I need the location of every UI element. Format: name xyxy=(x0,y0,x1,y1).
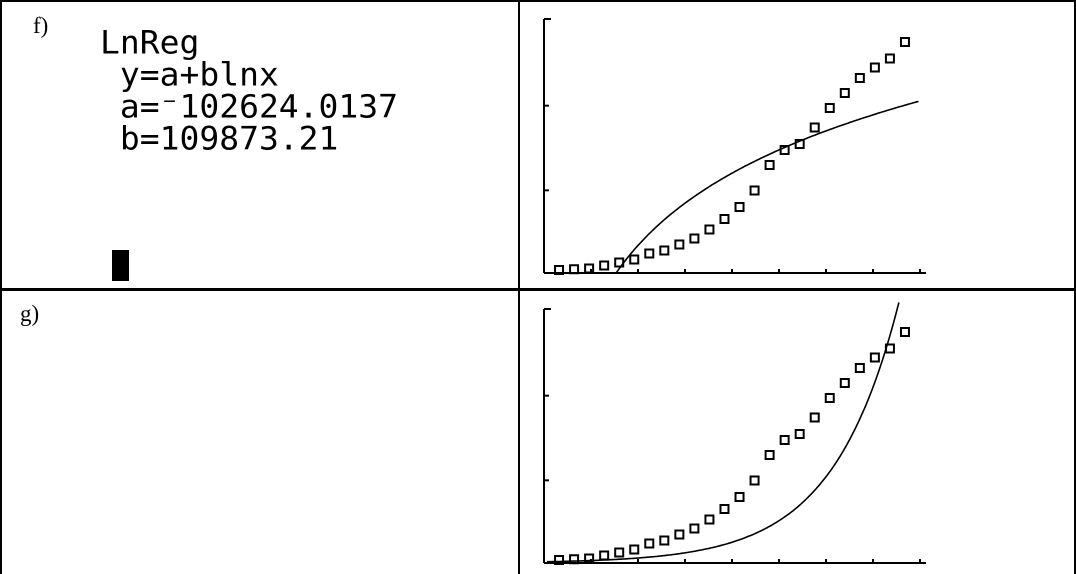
calc-line-a: a=⁻102624.0137 xyxy=(100,87,399,126)
data-point xyxy=(749,185,760,196)
data-point xyxy=(704,514,715,525)
data-point xyxy=(719,504,730,514)
calc-line-equation: y=a+blnx xyxy=(100,55,279,94)
plot-f xyxy=(543,18,926,275)
data-point xyxy=(779,435,790,445)
data-point xyxy=(854,363,865,373)
data-point xyxy=(554,555,565,565)
data-point xyxy=(839,378,850,388)
table-top-border xyxy=(0,0,1076,2)
data-point xyxy=(659,535,670,546)
data-point xyxy=(899,327,910,337)
table-right-border xyxy=(1074,0,1076,574)
data-point xyxy=(674,529,685,540)
data-point xyxy=(659,245,670,256)
data-point xyxy=(644,538,655,549)
part-label-f: f) xyxy=(33,13,49,38)
data-point xyxy=(884,53,895,64)
data-point xyxy=(584,553,595,564)
data-point xyxy=(854,73,865,83)
data-point xyxy=(689,233,700,244)
data-point xyxy=(734,492,745,502)
data-point xyxy=(734,202,745,212)
data-point xyxy=(689,523,700,534)
data-point xyxy=(749,475,760,486)
calc-line-title: LnReg xyxy=(100,23,200,62)
data-point xyxy=(869,352,880,363)
data-point xyxy=(794,139,805,149)
data-point xyxy=(599,260,610,271)
part-label-g: g) xyxy=(20,301,40,326)
data-point xyxy=(614,547,625,558)
data-point xyxy=(674,239,685,250)
data-point xyxy=(569,264,580,275)
data-point xyxy=(599,550,610,561)
calc-line-b: b=109873.21 xyxy=(100,119,339,158)
data-point xyxy=(824,393,835,403)
data-point xyxy=(644,248,655,259)
column-divider xyxy=(518,0,520,574)
data-point xyxy=(584,263,595,274)
data-point xyxy=(704,224,715,235)
data-point xyxy=(899,37,910,47)
table-left-border xyxy=(0,0,2,574)
data-point xyxy=(809,122,820,133)
data-point xyxy=(554,265,565,275)
data-point xyxy=(629,544,640,555)
data-point xyxy=(869,62,880,73)
data-point xyxy=(764,160,775,170)
row-divider xyxy=(0,288,1076,291)
data-point xyxy=(569,554,580,565)
data-point xyxy=(794,429,805,439)
plot-g xyxy=(543,302,926,565)
regression-curve xyxy=(547,302,900,563)
data-point xyxy=(839,88,850,98)
calculator-cursor xyxy=(112,250,129,281)
data-point xyxy=(719,214,730,224)
data-point xyxy=(824,103,835,113)
data-point xyxy=(629,254,640,265)
regression-curve xyxy=(615,100,919,274)
data-point xyxy=(764,450,775,460)
data-point xyxy=(809,412,820,423)
